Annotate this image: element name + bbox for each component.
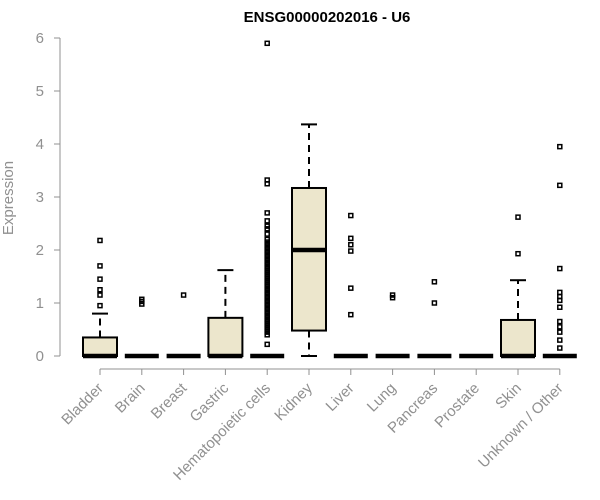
outlier-point — [264, 341, 270, 348]
outlier-point — [348, 285, 354, 291]
x-tick-label: Skin — [492, 380, 525, 413]
outlier-point — [431, 300, 438, 306]
outlier-point — [389, 292, 396, 298]
box-group — [500, 214, 536, 359]
box-group — [417, 279, 452, 359]
outlier-point — [97, 287, 103, 293]
outlier-point — [557, 143, 563, 150]
outlier-point — [557, 324, 563, 330]
x-tick-label: Kidney — [271, 379, 316, 424]
y-tick-label: 3 — [36, 189, 44, 206]
y-axis: 0 1 2 3 4 5 6 — [36, 30, 61, 365]
outlier-point — [557, 265, 563, 272]
outlier-point — [557, 293, 563, 300]
x-tick-label: Breast — [148, 379, 191, 422]
outlier-point — [264, 40, 270, 47]
outlier-point — [557, 345, 563, 351]
box-group — [542, 143, 577, 359]
y-tick-label: 5 — [36, 83, 44, 100]
x-tick-label: Prostate — [431, 380, 483, 432]
box-body — [291, 186, 327, 332]
outlier-point — [348, 212, 354, 219]
outlier-point — [97, 302, 103, 309]
y-tick-label: 2 — [36, 242, 44, 259]
box-group — [333, 212, 368, 359]
outlier-point — [515, 214, 521, 220]
outlier-point — [264, 231, 270, 237]
outlier-point — [557, 182, 563, 189]
box-group — [207, 269, 244, 359]
outlier-point — [348, 241, 354, 248]
outlier-point — [97, 263, 103, 269]
x-tick-label: Liver — [323, 380, 358, 415]
box-group — [375, 292, 410, 359]
y-tick-label: 1 — [36, 295, 44, 312]
box-group — [250, 40, 285, 359]
outlier-point — [264, 223, 270, 229]
outlier-point — [431, 279, 438, 285]
plot-area — [82, 40, 577, 359]
y-tick-label: 4 — [36, 136, 44, 153]
box-body — [207, 316, 244, 357]
outlier-point — [557, 337, 563, 343]
y-tick-label: 6 — [36, 30, 44, 47]
chart-title: ENSG00000202016 - U6 — [244, 9, 411, 26]
box-group — [291, 123, 327, 357]
x-tick-label: Bladder — [58, 380, 107, 429]
box-group — [166, 292, 201, 359]
box-body — [500, 318, 536, 357]
outlier-point — [264, 218, 270, 224]
outlier-point — [557, 304, 563, 310]
outlier-point — [97, 237, 103, 244]
x-tick-label: Brain — [112, 380, 149, 417]
box-group — [82, 237, 118, 359]
outlier-point — [264, 236, 270, 243]
outlier-point — [139, 296, 145, 303]
outlier-point — [515, 250, 521, 257]
outlier-point — [348, 311, 354, 318]
outlier-point — [557, 289, 563, 296]
outlier-point — [97, 276, 103, 282]
box-group — [124, 296, 159, 359]
outlier-point — [557, 329, 563, 335]
x-tick-label: Lung — [364, 380, 400, 416]
outlier-point — [264, 210, 270, 216]
box-body — [82, 336, 118, 358]
outlier-point — [348, 235, 354, 242]
outlier-point — [97, 292, 103, 298]
outlier-point — [557, 318, 563, 325]
outlier-point — [264, 177, 270, 183]
outlier-point — [180, 292, 187, 298]
y-tick-label: 0 — [36, 348, 44, 365]
outlier-point — [348, 248, 354, 254]
y-axis-label: Expression — [0, 161, 17, 235]
